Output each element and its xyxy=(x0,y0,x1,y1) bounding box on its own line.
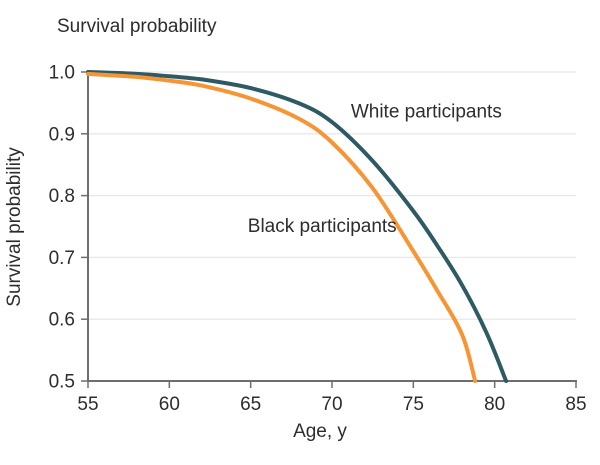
x-tick-label: 75 xyxy=(403,394,424,415)
x-tick-label: 85 xyxy=(565,394,586,415)
y-tick-label: 0.9 xyxy=(49,124,75,145)
y-tick-label: 0.7 xyxy=(49,248,75,269)
x-tick-label: 70 xyxy=(321,394,342,415)
series-curve-black xyxy=(86,71,478,383)
x-tick-label: 80 xyxy=(484,394,505,415)
chart-title: Survival probability xyxy=(57,16,217,37)
x-tick-label: 55 xyxy=(77,394,98,415)
curve-label-white: White participants xyxy=(351,101,502,122)
x-tick-label: 65 xyxy=(240,394,261,415)
y-tick-label: 0.6 xyxy=(49,310,75,331)
y-tick-label: 0.8 xyxy=(49,186,75,207)
y-tick-label: 1.0 xyxy=(49,63,75,84)
x-tick-label: 60 xyxy=(159,394,180,415)
x-axis-title: Age, y xyxy=(293,421,347,442)
series-curve-white xyxy=(86,70,509,383)
y-tick-label: 0.5 xyxy=(49,372,75,393)
curve-label-black: Black participants xyxy=(248,216,397,237)
